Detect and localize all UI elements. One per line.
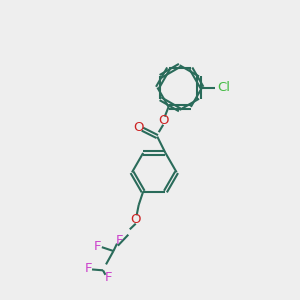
Text: Cl: Cl	[217, 81, 230, 94]
Text: O: O	[158, 114, 169, 127]
Text: O: O	[130, 213, 141, 226]
Text: F: F	[94, 240, 102, 253]
Text: F: F	[105, 271, 112, 284]
Text: F: F	[84, 262, 92, 275]
Text: O: O	[134, 121, 144, 134]
Text: F: F	[116, 234, 124, 247]
